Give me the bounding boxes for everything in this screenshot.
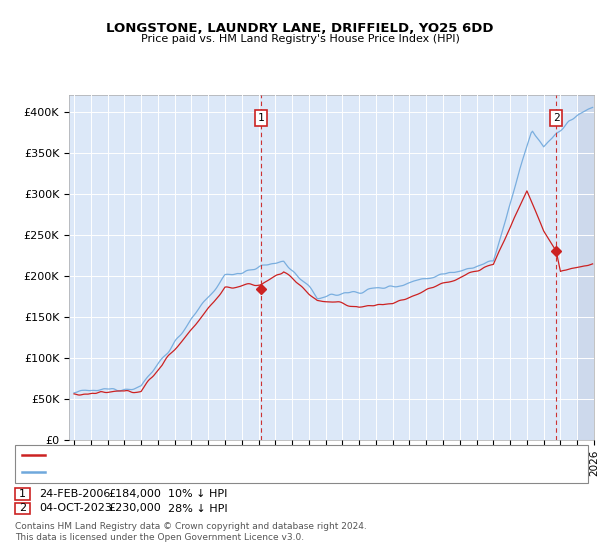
Bar [577,95,600,440]
Text: 1: 1 [19,489,26,499]
Text: LONGSTONE, LAUNDRY LANE, DRIFFIELD, YO25 6DD: LONGSTONE, LAUNDRY LANE, DRIFFIELD, YO25… [106,22,494,35]
Text: £184,000: £184,000 [108,489,161,499]
Text: 1: 1 [257,113,265,123]
Text: 24-FEB-2006: 24-FEB-2006 [39,489,110,499]
Text: This data is licensed under the Open Government Licence v3.0.: This data is licensed under the Open Gov… [15,533,304,542]
Text: 2: 2 [553,113,560,123]
Text: Contains HM Land Registry data © Crown copyright and database right 2024.: Contains HM Land Registry data © Crown c… [15,522,367,531]
Text: 10% ↓ HPI: 10% ↓ HPI [168,489,227,499]
Text: 04-OCT-2023: 04-OCT-2023 [39,503,112,514]
Text: LONGSTONE, LAUNDRY LANE, DRIFFIELD, YO25 6DD (detached house): LONGSTONE, LAUNDRY LANE, DRIFFIELD, YO25… [50,450,395,460]
Text: 28% ↓ HPI: 28% ↓ HPI [168,503,227,514]
Text: HPI: Average price, detached house, East Riding of Yorkshire: HPI: Average price, detached house, East… [50,467,346,477]
Text: Price paid vs. HM Land Registry's House Price Index (HPI): Price paid vs. HM Land Registry's House … [140,34,460,44]
Text: 2: 2 [19,503,26,514]
Text: £230,000: £230,000 [108,503,161,514]
